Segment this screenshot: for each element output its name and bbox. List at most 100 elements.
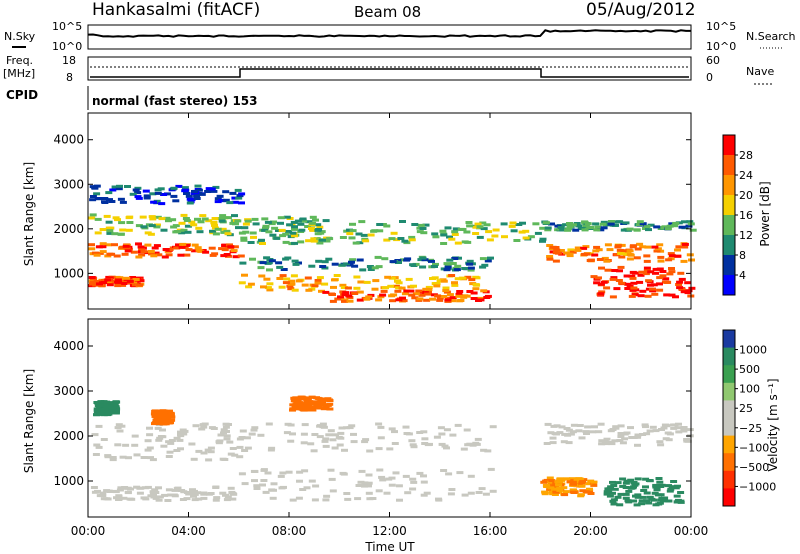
velocity-cell xyxy=(680,429,688,433)
power-cell xyxy=(660,226,668,229)
velocity-cell xyxy=(386,447,394,451)
power-cell xyxy=(472,232,480,235)
power-cell xyxy=(408,238,416,242)
velocity-cell xyxy=(154,417,162,421)
power-cell xyxy=(409,263,417,267)
power-cell xyxy=(125,228,133,232)
power-cell xyxy=(448,274,456,277)
power-cell xyxy=(149,217,157,221)
velocity-cell xyxy=(365,484,372,488)
power-cell xyxy=(449,299,456,303)
power-cell xyxy=(212,232,220,236)
power-cell xyxy=(209,229,216,233)
velocity-cell xyxy=(614,495,622,499)
power-cell xyxy=(315,259,323,263)
power-cell xyxy=(226,243,233,247)
power-cell xyxy=(181,186,189,190)
power-cell xyxy=(222,190,230,194)
velocity-cell xyxy=(569,490,577,494)
power-cell xyxy=(352,241,360,245)
velocity-cell xyxy=(350,440,358,444)
velocity-cell xyxy=(379,478,387,482)
velocity-cell xyxy=(641,423,649,427)
power-cell xyxy=(484,259,492,263)
velocity-cell xyxy=(229,447,237,450)
nsearch-label: N.Search xyxy=(746,30,796,43)
power-cell xyxy=(149,192,157,196)
velocity-cell xyxy=(567,432,575,436)
power-cell xyxy=(318,230,326,234)
power-cell xyxy=(279,274,287,278)
velocity-cell xyxy=(156,411,164,415)
power-cell xyxy=(269,233,277,237)
velocity-cell xyxy=(124,486,132,490)
power-cell xyxy=(657,249,665,253)
velocity-cell xyxy=(583,432,590,435)
power-cell xyxy=(455,294,463,298)
power-cell xyxy=(238,201,245,205)
velocity-cell xyxy=(262,490,270,494)
power-cell xyxy=(106,283,114,287)
power-cell xyxy=(209,253,217,257)
power-cell xyxy=(356,290,364,294)
power-cell xyxy=(264,286,272,290)
velocity-cell xyxy=(408,439,416,443)
power-cell xyxy=(467,268,475,272)
power-cell xyxy=(466,262,474,266)
power-cell xyxy=(247,282,255,286)
power-cell xyxy=(675,245,683,249)
power-cell xyxy=(89,195,97,198)
velocity-cell xyxy=(303,399,311,403)
velocity-cell xyxy=(642,485,649,489)
power-cell xyxy=(410,284,417,288)
power-cell xyxy=(593,228,601,232)
velocity-cell xyxy=(311,498,319,502)
velocity-cell xyxy=(409,477,417,481)
velocity-colorbar-segment xyxy=(723,347,735,366)
velocity-cell xyxy=(300,441,308,445)
power-cell xyxy=(99,250,107,254)
power-cell xyxy=(224,216,232,220)
power-cell xyxy=(182,217,190,220)
velocity-cell xyxy=(619,477,627,481)
velocity-cell xyxy=(640,489,648,492)
power-cell xyxy=(411,223,419,226)
velocity-cell xyxy=(543,485,551,488)
power-cell xyxy=(184,224,192,228)
velocity-cell xyxy=(464,443,472,447)
power-cell xyxy=(197,249,205,253)
velocity-cell xyxy=(326,407,334,411)
power-cell xyxy=(147,250,155,253)
power-cell xyxy=(322,219,330,223)
velocity-cell xyxy=(284,422,292,426)
power-cell xyxy=(162,248,170,251)
velocity-cell xyxy=(112,400,120,404)
power-cell xyxy=(634,247,642,251)
power-cell xyxy=(106,198,113,202)
x-tick-label: 08:00 xyxy=(272,524,307,538)
power-cell xyxy=(158,202,166,206)
velocity-cell xyxy=(177,434,185,438)
velocity-cell xyxy=(621,437,629,441)
velocity-cell xyxy=(447,492,455,496)
power-cell xyxy=(349,229,357,233)
power-cell xyxy=(314,228,322,232)
power-cell xyxy=(241,226,249,230)
velocity-cell xyxy=(661,496,669,500)
power-cell xyxy=(376,223,384,226)
velocity-cell xyxy=(195,449,203,453)
power-cell xyxy=(486,238,494,242)
velocity-cell xyxy=(680,426,688,429)
velocity-cell xyxy=(361,440,369,444)
velocity-cell xyxy=(128,497,136,501)
velocity-cell xyxy=(268,446,276,450)
velocity-cell xyxy=(420,480,428,484)
power-cell xyxy=(636,280,644,284)
power-cell xyxy=(581,228,589,232)
power-cell xyxy=(273,236,281,240)
power-cell xyxy=(142,189,150,193)
power-cell xyxy=(684,281,692,285)
power-cell xyxy=(180,213,188,217)
velocity-cell xyxy=(136,486,144,490)
power-cell xyxy=(657,259,665,263)
